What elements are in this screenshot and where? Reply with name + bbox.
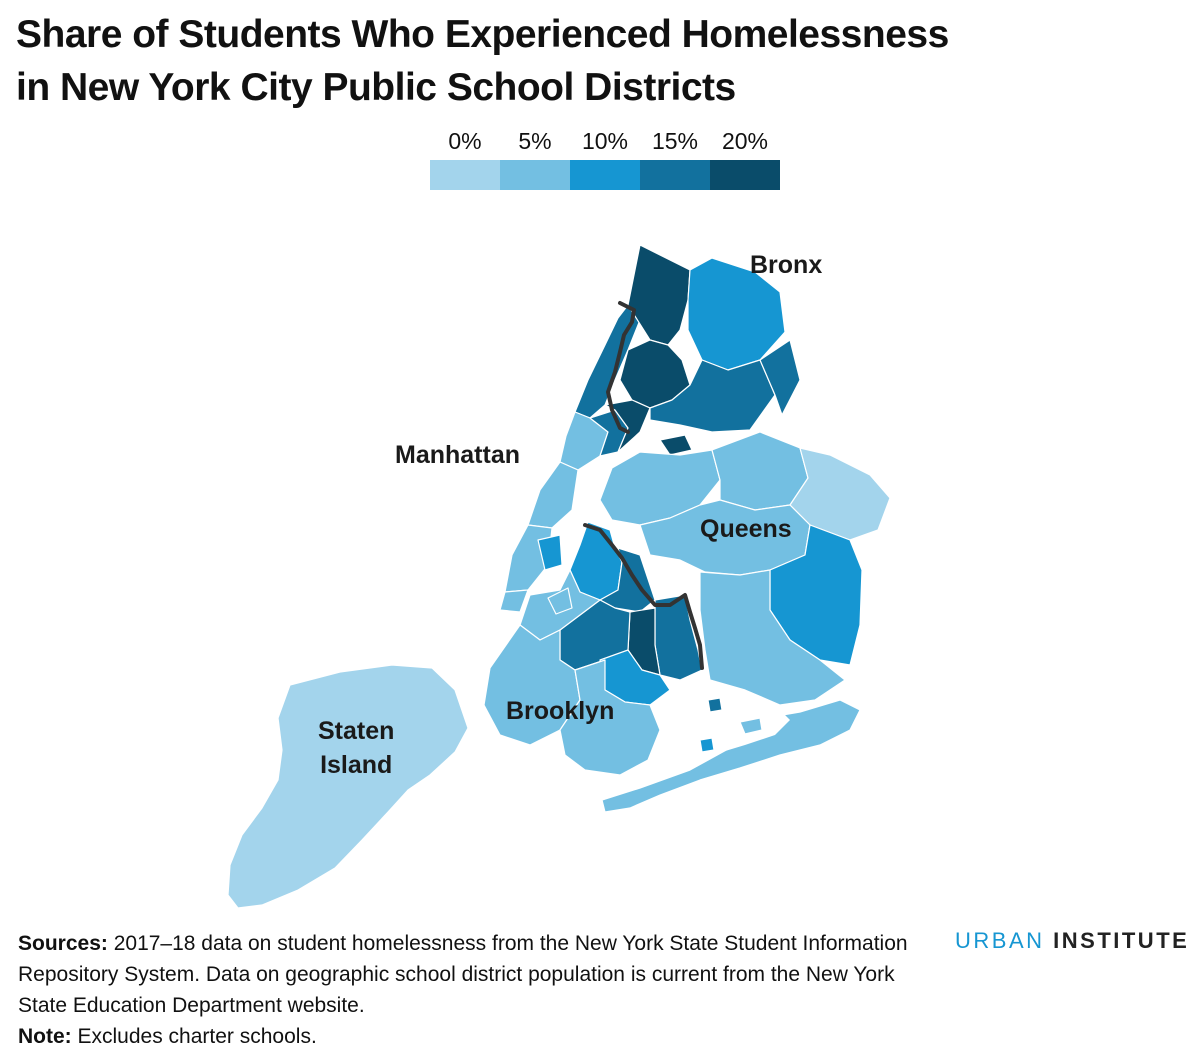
sources-text: 2017–18 data on student homelessness fro… bbox=[18, 932, 908, 1017]
district-bronx-riverdale bbox=[627, 244, 691, 346]
district-manhattan-upper-west bbox=[527, 461, 579, 529]
footer-notes: Sources: 2017–18 data on student homeles… bbox=[18, 928, 938, 1052]
legend-swatch-4 bbox=[710, 160, 780, 190]
label-staten-island: Staten Island bbox=[318, 714, 394, 782]
district-queens-far-rockaway bbox=[601, 699, 861, 813]
label-staten-island-line-1: Staten bbox=[318, 717, 395, 745]
legend-tick-0: 0% bbox=[448, 128, 482, 154]
legend-swatch-0 bbox=[430, 160, 500, 190]
jamaica-bay bbox=[660, 688, 790, 760]
urban-institute-logo: URBAN INSTITUTE bbox=[955, 928, 1189, 954]
note-text: Excludes charter schools. bbox=[71, 1025, 317, 1048]
district-brooklyn-east-ny bbox=[654, 594, 703, 681]
manhattan-bronx-outline bbox=[606, 301, 636, 434]
bay-island-3 bbox=[739, 717, 763, 735]
district-manhattan-lower bbox=[499, 589, 529, 613]
title-line-1: Share of Students Who Experienced Homele… bbox=[16, 13, 949, 56]
legend-tick-3: 15% bbox=[651, 128, 699, 154]
legend-swatch-2 bbox=[570, 160, 640, 190]
district-bronx-throgs bbox=[759, 339, 801, 416]
chart-title: Share of Students Who Experienced Homele… bbox=[16, 8, 1116, 114]
district-bronx-east bbox=[649, 359, 776, 433]
bay-island-2 bbox=[707, 697, 723, 713]
district-manhattan-les bbox=[537, 534, 563, 571]
logo-urban: URBAN bbox=[955, 928, 1045, 953]
logo-institute: INSTITUTE bbox=[1053, 928, 1190, 953]
legend-tick-2: 10% bbox=[581, 128, 629, 154]
label-bronx: Bronx bbox=[750, 251, 823, 279]
legend-tick-4: 20% bbox=[721, 128, 769, 154]
district-rikers bbox=[659, 434, 693, 456]
district-queens-south bbox=[699, 569, 846, 706]
legend-swatch-3 bbox=[640, 160, 710, 190]
legend-tick-1: 5% bbox=[518, 128, 552, 154]
title-line-2: in New York City Public School Districts bbox=[16, 66, 736, 109]
color-legend: 0% 5% 10% 15% 20% bbox=[430, 128, 780, 192]
district-queens-northeast bbox=[789, 447, 891, 541]
district-bronx-south bbox=[604, 399, 651, 453]
district-brooklyn-red-hook bbox=[547, 587, 573, 615]
note-label: Note: bbox=[18, 1025, 72, 1048]
bay-island-1 bbox=[699, 737, 715, 753]
brooklyn-queens-outline bbox=[583, 523, 704, 670]
district-brooklyn-south bbox=[559, 659, 661, 776]
district-queens-flushing bbox=[711, 431, 809, 511]
label-brooklyn: Brooklyn bbox=[506, 697, 615, 725]
sources-label: Sources: bbox=[18, 932, 108, 955]
label-staten-island-line-2: Island bbox=[320, 751, 393, 779]
nyc-district-map bbox=[227, 244, 891, 909]
legend-swatch-1 bbox=[500, 160, 570, 190]
district-staten-island bbox=[227, 664, 469, 909]
label-queens: Queens bbox=[700, 515, 792, 543]
label-manhattan: Manhattan bbox=[395, 441, 520, 469]
